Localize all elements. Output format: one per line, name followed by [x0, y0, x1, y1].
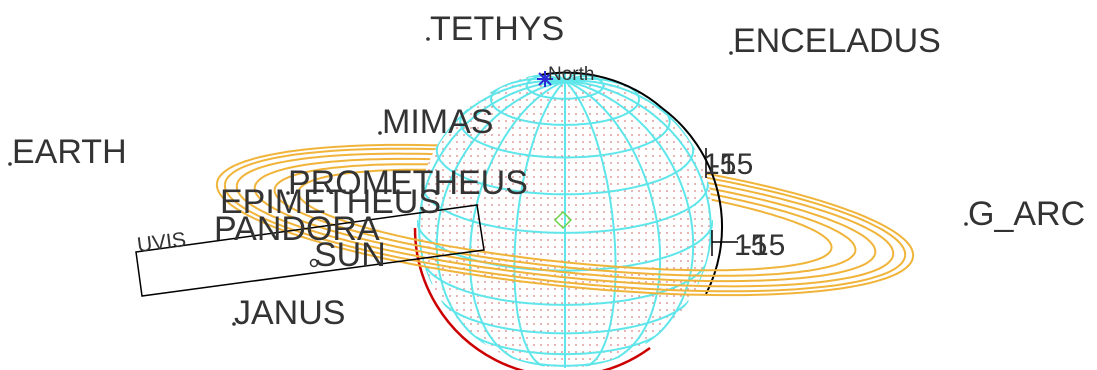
ring-front-5 [297, 192, 833, 272]
meridian-40 [564, 79, 662, 363]
terminator-arc [413, 227, 651, 370]
meridian-100 [564, 79, 696, 150]
north-label: North [548, 64, 594, 85]
label-epimetheus: EPIMETHEUS [220, 183, 441, 221]
tick-label-upper-b: -15 [710, 148, 753, 181]
ring-front-4 [273, 189, 857, 277]
diamond-target-icon [553, 210, 573, 230]
rings-front [215, 183, 915, 297]
ring-front-1 [223, 184, 907, 293]
ring-front-0 [215, 183, 915, 297]
label-earth: EARTH [12, 133, 127, 171]
ring-front-3 [253, 187, 877, 283]
meridian--100 [434, 79, 566, 150]
limb-top [539, 71, 663, 109]
tick-label-lower-a: 15 [734, 229, 767, 262]
meridian-20 [564, 80, 617, 368]
meridian--20 [513, 80, 566, 368]
label-sun: SUN [314, 236, 386, 274]
north-star-icon [537, 71, 553, 87]
saturn-disk [413, 71, 724, 370]
label-janus: JANUS [234, 294, 345, 332]
sun-symbol-icon [309, 258, 319, 268]
tick-label-lower-b: -15 [742, 229, 785, 262]
tick-label-upper-a: 15 [703, 148, 736, 181]
uvis-fov-box [135, 204, 485, 297]
ring-front-2 [235, 185, 895, 288]
meridian--60 [435, 79, 566, 345]
label-prometheus: PROMETHEUS [288, 164, 528, 202]
meridian--40 [468, 79, 566, 363]
label-pandora: PANDORA [214, 210, 380, 248]
meridian-80 [564, 79, 712, 286]
label-enceladus: ENCELADUS [733, 22, 941, 60]
limb-outline [661, 107, 724, 295]
uvis-label: UVIS [136, 228, 187, 257]
meridian-60 [564, 79, 695, 345]
label-tethys: TETHYS [430, 10, 564, 48]
label-g-arc: G_ARC [968, 195, 1085, 233]
label-mimas: MIMAS [382, 103, 493, 141]
